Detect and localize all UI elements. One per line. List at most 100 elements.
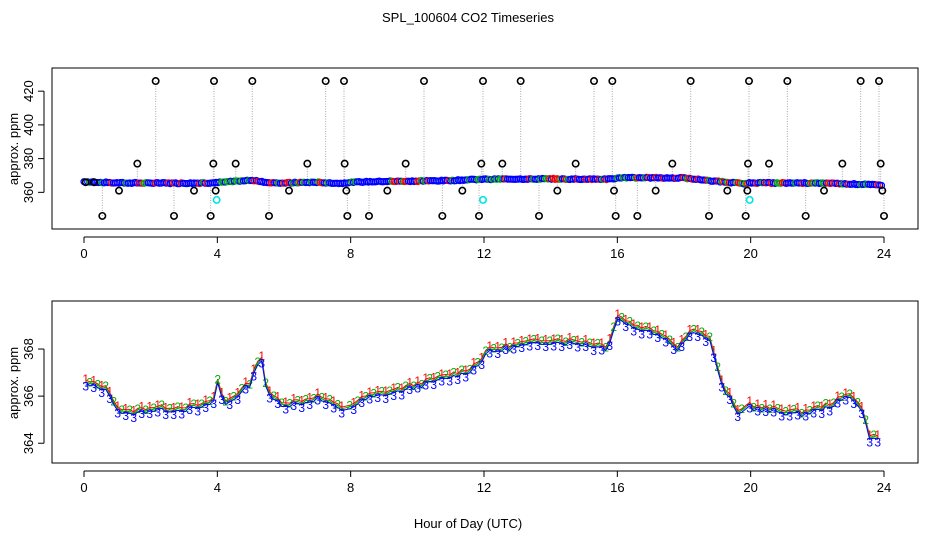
series-marker-3: 3 [82,380,89,394]
calibration-point [741,211,750,220]
series-marker-1: 1 [470,356,477,370]
series-marker-1: 1 [178,400,185,414]
series-marker-3: 3 [350,403,357,417]
series-marker-2: 2 [174,400,181,414]
series-marker-1: 1 [486,339,493,353]
y-tick-label: 366 [21,385,36,407]
y-tick-label: 364 [21,432,36,454]
series-marker-2: 2 [458,363,465,377]
series-marker-1: 1 [622,313,629,327]
calibration-point [477,159,486,168]
calibration-point [743,159,752,168]
series-marker-1: 1 [558,332,565,346]
series-marker-1: 1 [598,336,605,350]
series-marker-1: 1 [422,371,429,385]
y-tick-label: 360 [21,181,36,203]
series-marker-2: 2 [634,319,641,333]
series-marker-3: 3 [330,402,337,416]
series-marker-3: 3 [462,370,469,384]
series-marker-2: 2 [562,335,569,349]
calibration-point [438,211,447,220]
series-marker-1: 1 [502,336,509,350]
series-marker-2: 2 [370,386,377,400]
series-marker-3: 3 [834,396,841,410]
lower-plot-frame [51,300,919,464]
calibration-point [364,211,373,220]
calibration-point [206,211,215,220]
series-marker-1: 1 [786,402,793,416]
series-marker-3: 3 [322,398,329,412]
series-marker-1: 1 [606,332,613,346]
series-marker-2: 2 [246,377,253,391]
series-marker-1: 1 [90,373,97,387]
calibration-point [704,211,713,220]
calibration-point [783,77,792,86]
x-tick-label: 16 [610,480,624,495]
calibration-point [81,178,90,187]
series-marker-3: 3 [786,409,793,423]
series-marker-2: 2 [150,401,157,415]
series-marker-2: 2 [262,376,269,390]
series-marker-3: 3 [526,339,533,353]
series-marker-1: 1 [338,399,345,413]
series-marker-3: 3 [218,393,225,407]
series-marker-2: 2 [94,377,101,391]
series-marker-3: 3 [866,435,873,449]
series-marker-2: 2 [214,373,221,387]
series-marker-3: 3 [534,339,541,353]
series-marker-2: 2 [402,379,409,393]
series-marker-2: 2 [110,394,117,408]
series-marker-3: 3 [842,394,849,408]
series-marker-1: 1 [366,385,373,399]
calibration-point [264,211,273,220]
series-marker-3: 3 [358,396,365,410]
series-marker-1: 1 [154,398,161,412]
series-marker-2: 2 [166,402,173,416]
series-marker-2: 2 [758,401,765,415]
series-marker-1: 1 [350,395,357,409]
x-tick-label: 20 [743,246,757,261]
series-marker-2: 2 [690,323,697,337]
series-marker-2: 2 [310,391,317,405]
series-marker-2: 2 [782,405,789,419]
series-marker-3: 3 [414,382,421,396]
series-marker-2: 2 [354,394,361,408]
series-marker-2: 2 [270,389,277,403]
series-marker-2: 2 [822,397,829,411]
series-marker-3: 3 [422,379,429,393]
series-marker-2: 2 [118,403,125,417]
series-marker-3: 3 [502,343,509,357]
upper-axes: 0 4 8 12 16 20 24 360 380 400 420 [21,80,891,261]
series-marker-3: 3 [662,335,669,349]
series-marker-3: 3 [606,339,613,353]
series-marker-1: 1 [266,384,273,398]
y-tick-label: 368 [21,338,36,360]
calibration-point [90,178,99,187]
series-marker-1: 1 [106,384,113,398]
series-marker-3: 3 [290,399,297,413]
series-marker-1: 1 [374,384,381,398]
series-marker-3: 3 [858,407,865,421]
series-marker-1: 1 [398,381,405,395]
series-marker-1: 1 [250,362,257,376]
series-marker-3: 3 [90,381,97,395]
series-marker-3: 3 [242,383,249,397]
series-marker-1: 1 [138,400,145,414]
series-marker-2: 2 [538,334,545,348]
series-marker-2: 2 [586,336,593,350]
cyan-point [478,195,487,204]
series-marker-2: 2 [142,403,149,417]
series-marker-1: 1 [842,386,849,400]
series-marker-1: 1 [526,332,533,346]
x-tick-label: 8 [347,480,354,495]
series-marker-3: 3 [810,406,817,420]
x-tick-label: 12 [477,246,491,261]
series-marker-1: 1 [306,391,313,405]
series-marker-2: 2 [806,404,813,418]
series-marker-3: 3 [754,405,761,419]
series-marker-1: 1 [510,335,517,349]
calibration-point [516,77,525,86]
series-marker-3: 3 [374,391,381,405]
x-tick-label: 20 [743,480,757,495]
